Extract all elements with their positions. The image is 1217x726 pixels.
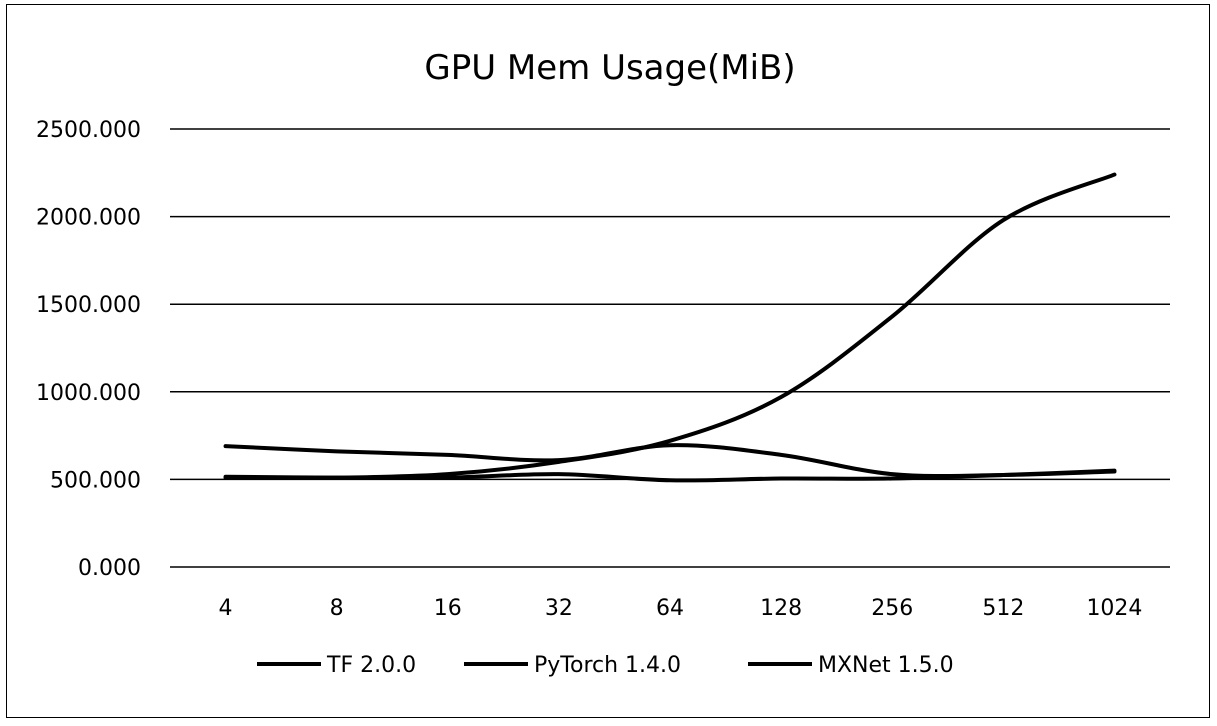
x-tick-label: 4 [219, 596, 233, 621]
x-tick-label: 1024 [1086, 596, 1142, 621]
y-axis-ticks: 0.000 500.000 1000.000 1500.000 2000.000 2500… [36, 118, 141, 581]
x-tick-label: 32 [545, 596, 573, 621]
legend: TF 2.0.0 PyTorch 1.4.0 MXNet 1.5.0 [257, 653, 954, 678]
series-lines [223, 172, 1117, 483]
chart-frame: GPU Mem Usage(MiB) 0.000 500.000 1000.000 1… [6, 4, 1210, 718]
legend-label: TF 2.0.0 [326, 653, 416, 678]
x-tick-label: 256 [871, 596, 913, 621]
y-tick-label: 2500.000 [36, 118, 141, 143]
y-tick-label: 2000.000 [36, 206, 141, 231]
y-tick-label: 1500.000 [36, 293, 141, 318]
y-tick-label: 500.000 [50, 468, 141, 493]
legend-label: PyTorch 1.4.0 [534, 653, 681, 678]
series-line-0 [223, 172, 1117, 480]
x-tick-label: 16 [434, 596, 462, 621]
x-tick-label: 512 [982, 596, 1024, 621]
legend-label: MXNet 1.5.0 [818, 653, 954, 678]
x-tick-label: 8 [330, 596, 344, 621]
line-chart: GPU Mem Usage(MiB) 0.000 500.000 1000.000 1… [36, 48, 1170, 678]
y-tick-label: 0.000 [78, 556, 141, 581]
x-tick-label: 128 [760, 596, 802, 621]
gridlines [170, 128, 1170, 568]
x-tick-label: 64 [656, 596, 684, 621]
x-axis-ticks: 4 8 16 32 64 128 256 512 1024 [219, 596, 1143, 621]
chart-title: GPU Mem Usage(MiB) [424, 48, 795, 88]
series-line-2 [223, 468, 1117, 483]
series-line-1 [223, 443, 1117, 479]
y-tick-label: 1000.000 [36, 381, 141, 406]
